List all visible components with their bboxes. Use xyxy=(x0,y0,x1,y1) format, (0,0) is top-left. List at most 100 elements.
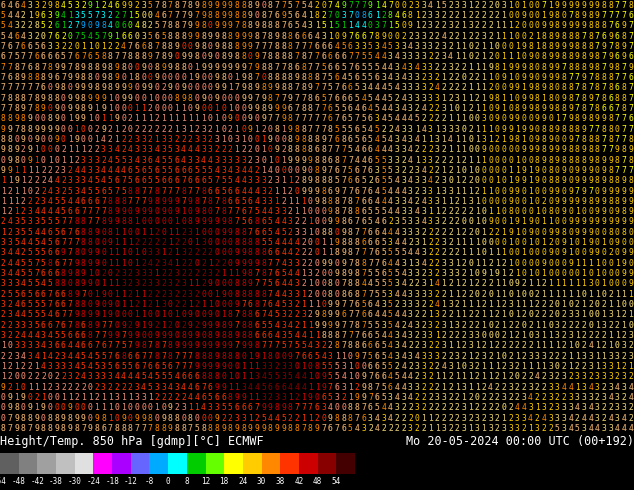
Text: 8: 8 xyxy=(108,73,113,82)
Text: 3: 3 xyxy=(408,94,413,102)
Text: 9: 9 xyxy=(14,424,19,433)
Text: 8: 8 xyxy=(81,104,86,113)
Text: 3: 3 xyxy=(408,83,413,92)
Text: 9: 9 xyxy=(575,176,579,185)
Text: 8: 8 xyxy=(535,155,540,165)
Text: 2: 2 xyxy=(495,372,500,381)
Text: 1: 1 xyxy=(515,352,520,361)
Text: 1: 1 xyxy=(1,362,6,371)
Text: 2: 2 xyxy=(435,73,439,82)
Text: 3: 3 xyxy=(415,321,420,330)
Text: 8: 8 xyxy=(268,32,273,41)
Text: 2: 2 xyxy=(515,21,520,30)
Text: 2: 2 xyxy=(435,42,439,51)
Text: 8: 8 xyxy=(161,52,166,61)
Text: 8: 8 xyxy=(188,94,193,102)
Text: 1: 1 xyxy=(261,135,266,144)
Text: 9: 9 xyxy=(141,63,146,72)
Text: 4: 4 xyxy=(488,383,493,392)
Text: 8: 8 xyxy=(595,52,600,61)
Text: 3: 3 xyxy=(14,218,19,226)
Text: 3: 3 xyxy=(394,63,399,72)
Text: 8: 8 xyxy=(235,352,240,361)
Text: 1: 1 xyxy=(275,197,280,206)
Text: 8: 8 xyxy=(335,414,339,423)
Text: 0: 0 xyxy=(61,104,66,113)
Text: 1: 1 xyxy=(308,11,313,20)
Text: 9: 9 xyxy=(174,42,179,51)
Text: 1: 1 xyxy=(248,393,253,402)
Text: 1: 1 xyxy=(548,0,553,10)
Text: 9: 9 xyxy=(87,310,93,319)
Text: 0: 0 xyxy=(495,42,500,51)
Text: 8: 8 xyxy=(354,342,359,350)
Text: 0: 0 xyxy=(308,166,313,175)
Text: 7: 7 xyxy=(621,135,626,144)
Text: 8: 8 xyxy=(108,73,113,82)
Text: 2: 2 xyxy=(615,321,620,330)
Text: 8: 8 xyxy=(127,424,133,433)
Text: 5: 5 xyxy=(388,321,393,330)
Text: 8: 8 xyxy=(288,83,293,92)
Text: 1: 1 xyxy=(328,32,333,41)
Text: 1: 1 xyxy=(488,300,493,309)
Text: 8: 8 xyxy=(321,176,326,185)
Text: 4: 4 xyxy=(21,32,26,41)
Text: 2: 2 xyxy=(288,228,293,237)
Text: 9: 9 xyxy=(235,63,240,72)
Text: 5: 5 xyxy=(381,393,386,402)
Text: 1: 1 xyxy=(308,228,313,237)
Text: 0: 0 xyxy=(588,321,593,330)
Text: 9: 9 xyxy=(34,414,39,423)
Text: 1: 1 xyxy=(568,352,573,361)
Text: 8: 8 xyxy=(81,94,86,102)
Text: 5: 5 xyxy=(375,290,380,299)
Text: 2: 2 xyxy=(562,362,566,371)
Text: 6: 6 xyxy=(8,42,13,51)
Text: 9: 9 xyxy=(621,21,626,30)
Text: 2: 2 xyxy=(448,11,453,20)
Text: 9: 9 xyxy=(308,187,313,196)
Text: 1: 1 xyxy=(435,207,439,216)
Text: 2: 2 xyxy=(495,11,500,20)
Text: 2: 2 xyxy=(448,218,453,226)
Text: 3: 3 xyxy=(401,300,406,309)
Text: 1: 1 xyxy=(608,342,613,350)
Text: 4: 4 xyxy=(401,238,406,247)
Text: 5: 5 xyxy=(381,176,386,185)
Text: 0: 0 xyxy=(61,104,66,113)
Text: 2: 2 xyxy=(161,83,166,92)
Text: 9: 9 xyxy=(181,52,186,61)
Text: 3: 3 xyxy=(214,403,219,413)
Text: 0: 0 xyxy=(475,393,479,402)
Text: 6: 6 xyxy=(354,166,359,175)
Text: 4: 4 xyxy=(422,259,426,268)
Text: 0: 0 xyxy=(314,393,320,402)
Text: 0: 0 xyxy=(141,94,146,102)
Text: 0: 0 xyxy=(628,300,633,309)
Text: 2: 2 xyxy=(195,124,199,134)
Text: 5: 5 xyxy=(354,83,359,92)
Text: 7: 7 xyxy=(301,114,306,123)
Text: 8: 8 xyxy=(348,342,353,350)
Text: 5: 5 xyxy=(21,218,26,226)
Text: 9: 9 xyxy=(555,197,560,206)
Text: 2: 2 xyxy=(448,424,453,433)
Text: 8: 8 xyxy=(221,73,226,82)
Text: 7: 7 xyxy=(28,83,32,92)
Text: 0: 0 xyxy=(528,155,533,165)
Text: 0: 0 xyxy=(535,0,540,10)
Text: 0: 0 xyxy=(127,124,133,134)
Text: 2: 2 xyxy=(221,145,226,154)
Text: 8: 8 xyxy=(81,218,86,226)
Text: 3: 3 xyxy=(394,342,399,350)
Text: 6: 6 xyxy=(354,187,359,196)
Text: 3: 3 xyxy=(108,145,113,154)
Text: 0: 0 xyxy=(134,94,139,102)
Text: 9: 9 xyxy=(281,11,286,20)
Text: 4: 4 xyxy=(381,94,386,102)
Text: 8: 8 xyxy=(575,63,579,72)
Text: 3: 3 xyxy=(388,238,393,247)
Text: 2: 2 xyxy=(34,197,39,206)
Text: 5: 5 xyxy=(81,11,86,20)
